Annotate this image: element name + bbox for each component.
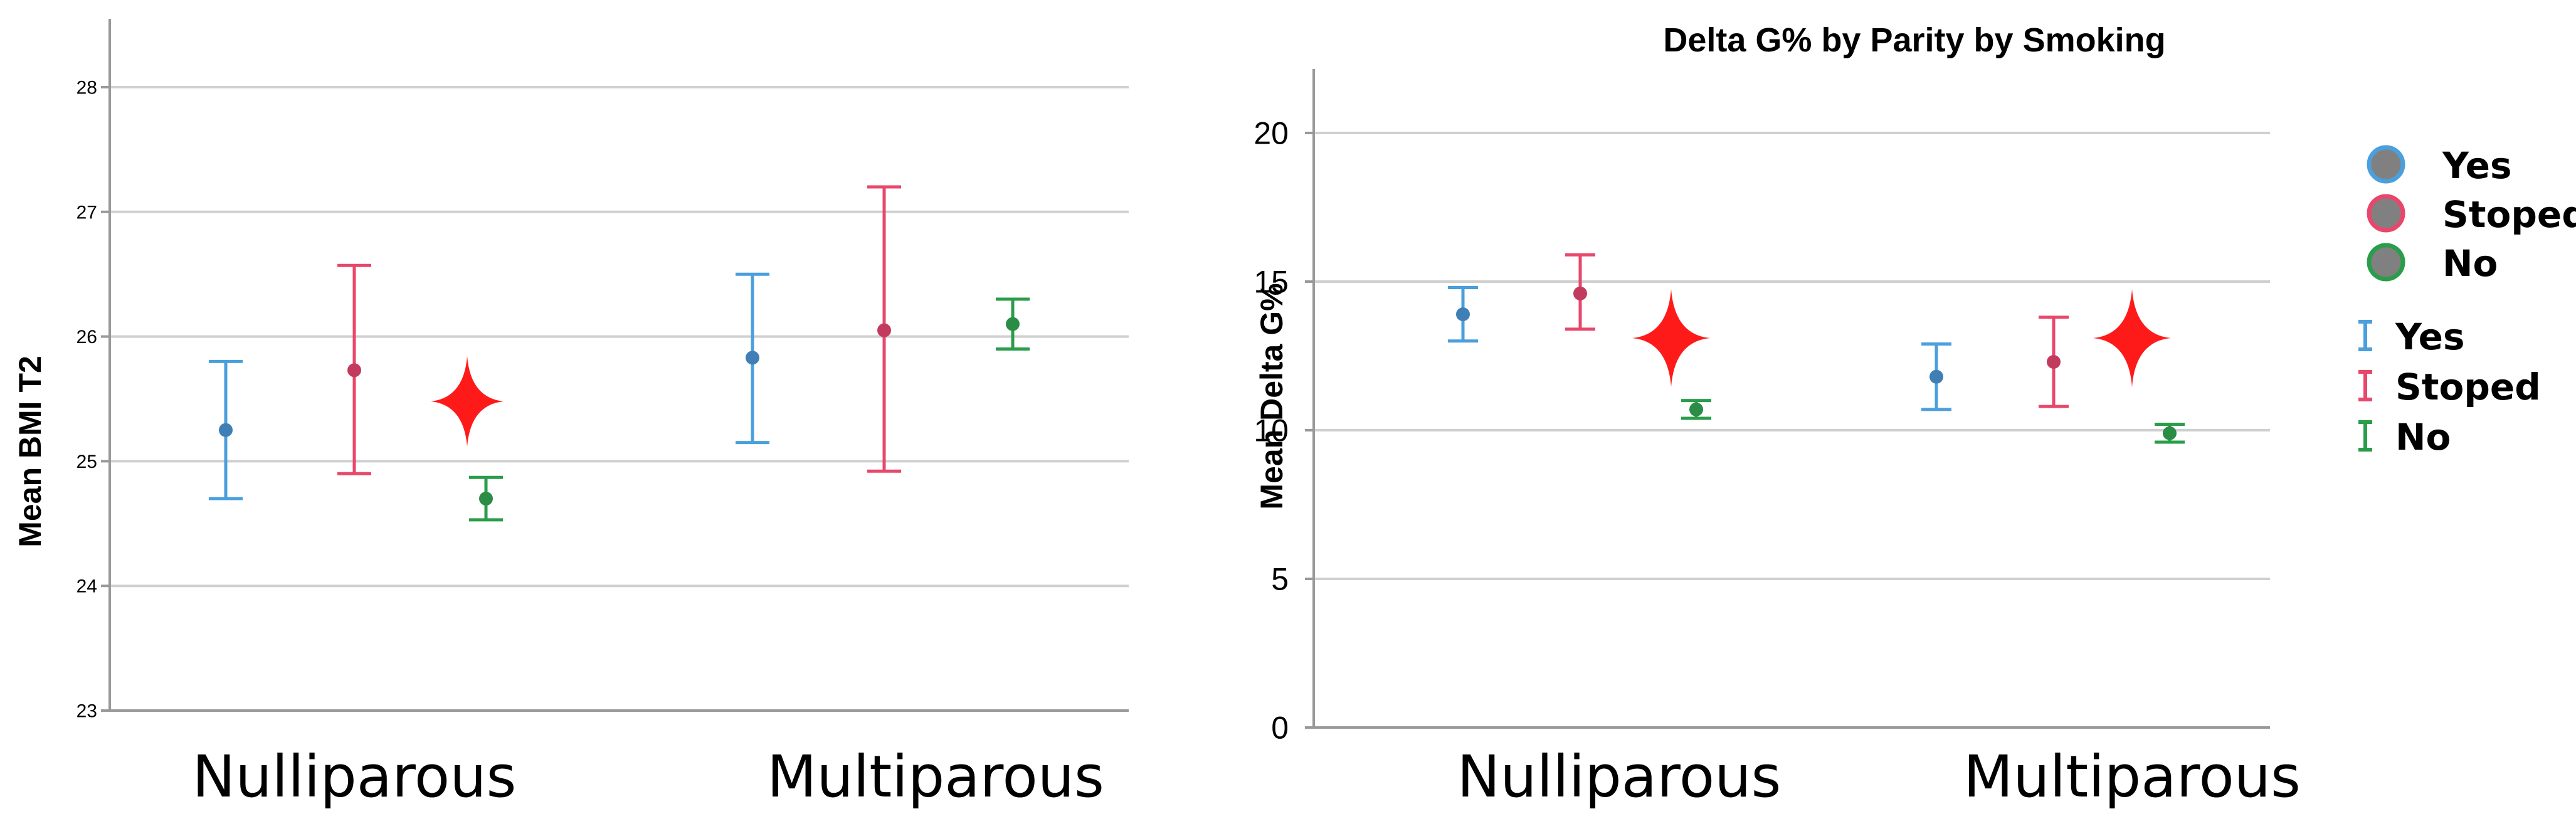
legend-dot-icon [2367,194,2405,233]
errorbar-yes-nulliparous [209,359,243,500]
legend-bar-item-no: No [2358,416,2451,458]
mean-point [219,423,233,437]
errorbar-stoped-nulliparous [1565,253,1595,331]
red-star-icon [2093,289,2171,388]
errorbar-no-nulliparous [469,475,503,522]
bmi-y-axis-label: Mean BMI T2 [13,356,48,548]
errorbar-yes-nulliparous [1448,285,1478,343]
mean-point [1456,307,1470,322]
legend-dot-item-stoped: Stoped [2367,193,2576,236]
bmi-category-label-multiparous: Multiparous [767,743,1104,810]
mean-point [1689,402,1703,416]
y-tick-label: 23 [77,701,97,722]
mean-point [1006,317,1020,331]
bmi-category-label-nulliparous: Nulliparous [193,743,517,810]
mean-point [1929,369,1943,384]
legend-dot-icon [2367,243,2405,282]
errorbar-yes-multiparous [736,272,769,445]
y-tick-label: 26 [77,327,97,347]
mean-point [347,363,361,378]
legend-bar-item-yes: Yes [2358,315,2465,358]
delta-g-title: Delta G% by Parity by Smoking [1663,21,2165,59]
y-tick-label: 15 [1254,265,1289,300]
y-tick-label: 10 [1254,413,1289,448]
legend-dot-label: Yes [2442,144,2512,187]
legend-bar-label: Stoped [2395,366,2541,408]
y-tick-label: 27 [77,202,97,223]
legend: Yes Stoped No Yes Stoped No [2358,144,2576,458]
bmi-chart: Mean BMI T2 23 24 25 26 27 28 Nulliparous Mul… [13,19,1129,810]
mean-point [2047,354,2061,369]
mean-point [1573,286,1587,300]
errorbar-no-multiparous [2155,423,2185,444]
y-tick-label: 25 [77,452,97,472]
delta-g-chart: Delta G% by Parity by Smoking Mean Delta… [1254,21,2301,810]
legend-dot-icon [2367,145,2405,184]
mean-point [746,351,759,365]
legend-dot-item-yes: Yes [2367,144,2512,187]
legend-bar-item-stoped: Stoped [2358,366,2541,408]
delta-g-y-axis-label: Mean Delta G% [1254,283,1289,509]
red-star-icon [1632,289,1710,388]
legend-bar-label: Yes [2395,315,2465,358]
errorbar-yes-multiparous [1921,342,1951,411]
legend-bar-label: No [2395,416,2451,458]
mean-point [877,323,891,337]
y-tick-label: 5 [1271,562,1289,597]
legend-dot-label: No [2442,242,2498,285]
errorbar-stoped-nulliparous [337,263,371,475]
delta-g-category-label-nulliparous: Nulliparous [1457,743,1782,810]
legend-dot-item-no: No [2367,242,2498,285]
y-tick-label: 0 [1271,711,1289,746]
errorbar-stoped-multiparous [867,185,901,473]
y-tick-label: 20 [1254,116,1289,151]
mean-point [2163,426,2177,440]
y-tick-label: 28 [77,78,97,98]
errorbar-stoped-multiparous [2039,315,2069,408]
errorbar-no-nulliparous [1681,399,1711,420]
y-tick-label: 24 [77,576,97,597]
mean-point [479,492,493,506]
legend-dot-label: Stoped [2442,193,2576,236]
delta-g-category-label-multiparous: Multiparous [1963,743,2301,810]
errorbar-no-multiparous [996,297,1030,351]
red-star-icon [431,356,504,447]
